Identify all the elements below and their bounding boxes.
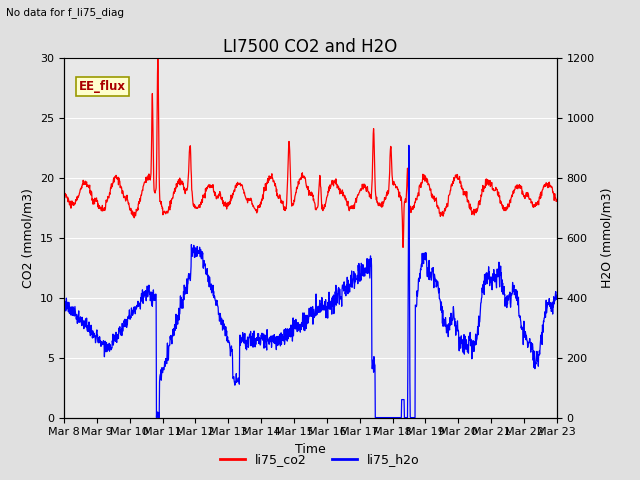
Text: No data for f_li75_diag: No data for f_li75_diag: [6, 7, 124, 18]
Text: EE_flux: EE_flux: [79, 80, 126, 93]
Legend: li75_co2, li75_h2o: li75_co2, li75_h2o: [215, 448, 425, 471]
Y-axis label: CO2 (mmol/m3): CO2 (mmol/m3): [22, 188, 35, 288]
Y-axis label: H2O (mmol/m3): H2O (mmol/m3): [600, 187, 613, 288]
Title: LI7500 CO2 and H2O: LI7500 CO2 and H2O: [223, 38, 397, 56]
X-axis label: Time: Time: [295, 443, 326, 456]
